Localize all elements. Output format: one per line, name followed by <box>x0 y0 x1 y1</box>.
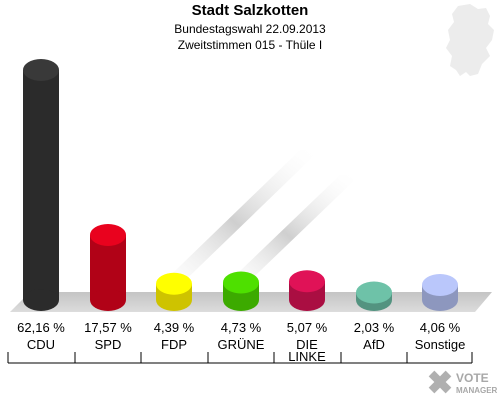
germany-map-icon <box>446 4 494 76</box>
background-stripe <box>215 175 360 295</box>
value-label: 4,39 % <box>154 320 195 335</box>
bar-spd <box>90 223 126 311</box>
background-stripe <box>150 150 320 295</box>
category-label: Sonstige <box>415 337 466 352</box>
category-label: FDP <box>161 337 187 352</box>
category-label: CDU <box>27 337 55 352</box>
bar-die-linke <box>289 270 325 311</box>
logo-text-manager: MANAGER <box>456 386 498 395</box>
logo-text-vote: VOTE <box>456 371 489 385</box>
category-label: GRÜNE <box>218 337 265 352</box>
value-label: 2,03 % <box>354 320 395 335</box>
category-label: DIE <box>296 337 318 352</box>
chart-title: Stadt Salzkotten <box>191 2 309 19</box>
bar-grüne <box>223 271 259 311</box>
value-label: 4,73 % <box>221 320 262 335</box>
chart-subtitle: Bundestagswahl 22.09.2013 <box>174 22 326 36</box>
chart-subtitle-2: Zweitstimmen 015 - Thüle I <box>177 38 323 52</box>
vote-manager-logo: VOTE MANAGER <box>428 370 498 395</box>
value-label: 4,06 % <box>420 320 461 335</box>
bar-cdu <box>23 59 59 311</box>
category-label: SPD <box>95 337 122 352</box>
bar-afd <box>356 281 392 311</box>
bar-sonstige <box>422 273 458 311</box>
bar-fdp <box>156 272 192 311</box>
category-label: AfD <box>363 337 385 352</box>
value-label: 17,57 % <box>84 320 132 335</box>
value-label: 5,07 % <box>287 320 328 335</box>
value-label: 62,16 % <box>17 320 65 335</box>
category-label: LINKE <box>288 349 326 364</box>
